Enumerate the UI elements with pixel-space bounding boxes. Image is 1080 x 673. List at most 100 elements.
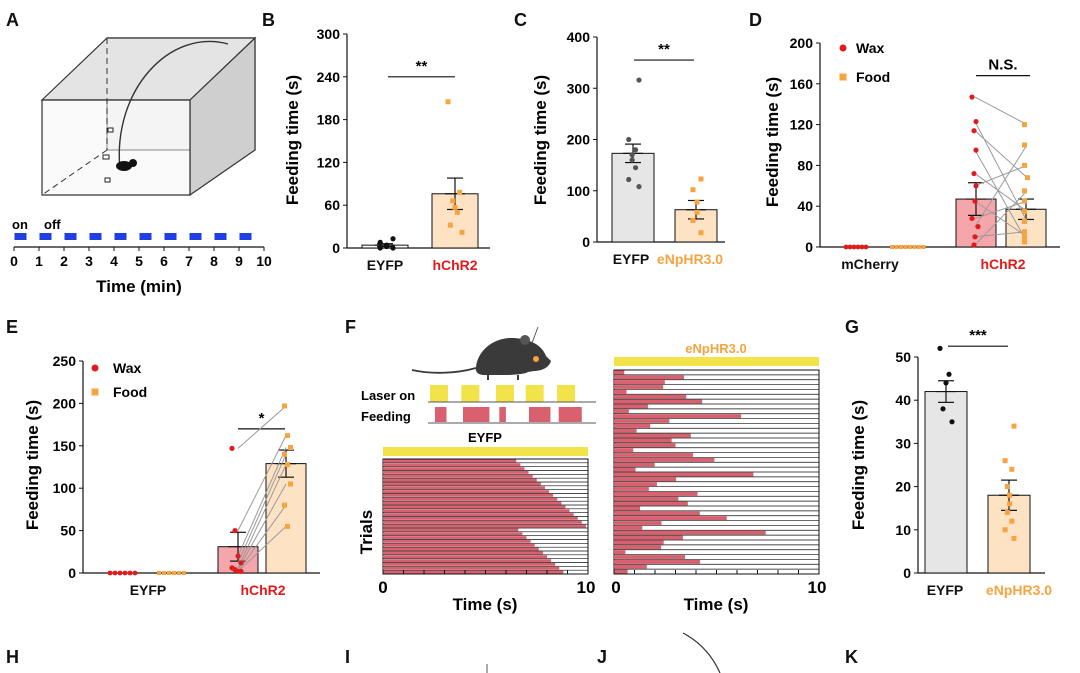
- significance-label: ***: [969, 327, 987, 344]
- wax-point: [859, 244, 865, 250]
- data-point: [626, 176, 632, 183]
- significance-label: **: [658, 41, 670, 58]
- feeding-bout: [383, 536, 527, 539]
- significance-label: N.S.: [988, 57, 1017, 74]
- data-point: [452, 204, 458, 210]
- feeding-bout: [383, 505, 566, 509]
- feeding-bout: [614, 559, 701, 564]
- panel-d-chart: Feeding time (s) Wax Food 0 40 80 120 160 200…: [763, 35, 1060, 272]
- panel-letter-i: I: [345, 647, 350, 667]
- data-point: [698, 230, 704, 236]
- food-point: [903, 245, 908, 249]
- feeding-bout: [383, 467, 525, 470]
- food-point: [1022, 142, 1027, 148]
- feeding-block: [558, 407, 582, 422]
- legend-food-label: Food: [113, 384, 147, 400]
- significance-label: *: [259, 410, 265, 427]
- data-point: [1009, 518, 1015, 524]
- y-tick-label: 50: [895, 349, 911, 365]
- y-tick-label: 400: [567, 29, 591, 45]
- feeding-bout: [614, 487, 649, 491]
- feeding-bout: [383, 509, 570, 513]
- panel-f-raster: Laser on Feeding EYFP eNpHR3.0 Trials 0 …: [357, 326, 826, 614]
- data-point: [1004, 510, 1010, 516]
- laser-on-block: [114, 233, 127, 240]
- wax-point: [855, 244, 861, 250]
- panel-letters: A B C D E F G H I J K: [6, 10, 859, 667]
- data-point: [377, 245, 383, 251]
- laser-on-block: [430, 385, 448, 402]
- y-tick-label: 40: [895, 392, 911, 408]
- paired-line: [237, 483, 287, 570]
- feeding-bout: [614, 467, 636, 472]
- feeding-bout: [614, 482, 657, 487]
- data-point: [949, 419, 955, 425]
- y-tick-label: 150: [53, 438, 77, 454]
- food-point: [288, 444, 293, 450]
- paired-line: [974, 144, 1028, 227]
- category-label-0: EYFP: [613, 251, 650, 267]
- food-point: [908, 245, 912, 249]
- data-point: [690, 217, 696, 223]
- timeline-tick-label: 3: [85, 253, 93, 269]
- laser-on-block: [557, 385, 576, 402]
- paired-line: [974, 200, 1028, 219]
- food-point: [1022, 208, 1027, 214]
- feeding-bout: [383, 463, 521, 467]
- feeding-bout: [614, 389, 627, 394]
- paired-line: [237, 405, 287, 449]
- y-tick-label: 0: [903, 565, 911, 581]
- food-pellet-icon: [102, 154, 110, 160]
- laser-on-block: [89, 233, 102, 240]
- legend-food-marker: [91, 388, 99, 396]
- feeding-bout: [383, 540, 531, 543]
- feeding-bout: [383, 555, 547, 559]
- data-point: [390, 236, 396, 242]
- wax-point: [122, 570, 128, 576]
- timeline-tick-label: 4: [110, 253, 118, 269]
- y-tick-label: 120: [317, 154, 341, 170]
- panel-b-y-label: Feeding time (s): [283, 75, 302, 205]
- enphr-raster-title: eNpHR3.0: [685, 341, 746, 356]
- food-point: [1022, 162, 1027, 168]
- y-tick-label: 120: [790, 117, 814, 133]
- eyfp-x-tick-10: 10: [577, 578, 596, 597]
- feeding-block: [434, 407, 447, 422]
- wax-point: [973, 118, 979, 125]
- enphr-bar: [674, 209, 718, 243]
- wax-point: [235, 553, 241, 559]
- y-tick-label: 200: [790, 35, 814, 51]
- feeding-bout: [614, 491, 698, 496]
- wax-point: [238, 568, 244, 574]
- data-point: [459, 229, 465, 235]
- wax-point: [112, 570, 118, 576]
- wax-point: [971, 170, 977, 177]
- y-tick-label: 0: [805, 239, 813, 255]
- feeding-bout: [383, 490, 550, 493]
- timeline-tick-label: 0: [10, 253, 18, 269]
- wax-point: [847, 244, 853, 250]
- panel-letter-c: C: [514, 10, 527, 30]
- data-point: [626, 136, 632, 143]
- food-point: [288, 481, 293, 487]
- feeding-block: [463, 407, 490, 422]
- data-point: [445, 99, 451, 105]
- category-label-0: EYFP: [927, 582, 964, 598]
- feeding-bout: [614, 404, 648, 409]
- data-point: [690, 187, 696, 193]
- wax-point: [238, 560, 244, 566]
- wax-point: [972, 234, 978, 240]
- data-point: [629, 152, 635, 158]
- data-point: [943, 380, 949, 386]
- feeding-bout: [383, 551, 543, 555]
- food-point: [182, 571, 186, 575]
- feeding-bout: [614, 477, 677, 482]
- laser-on-label: Laser on: [361, 388, 415, 403]
- data-point: [390, 245, 396, 251]
- paired-line: [237, 464, 287, 569]
- wax-point: [971, 128, 977, 134]
- feeding-block: [529, 407, 551, 422]
- data-point: [694, 199, 700, 205]
- eyfp-x-tick-0: 0: [378, 578, 387, 597]
- y-tick-label: 300: [567, 80, 591, 96]
